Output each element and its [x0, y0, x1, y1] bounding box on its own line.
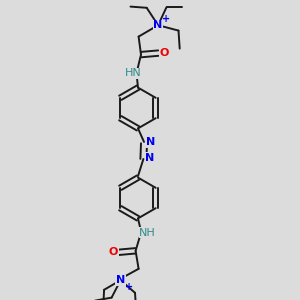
Text: N: N — [146, 153, 154, 163]
Text: O: O — [109, 247, 118, 257]
Text: N: N — [146, 137, 155, 147]
Text: O: O — [159, 48, 169, 58]
Text: +: + — [162, 14, 171, 24]
Text: HN: HN — [125, 68, 142, 78]
Text: N: N — [154, 20, 163, 30]
Text: NH: NH — [139, 228, 156, 238]
Text: +: + — [125, 282, 133, 292]
Text: N: N — [116, 275, 125, 285]
